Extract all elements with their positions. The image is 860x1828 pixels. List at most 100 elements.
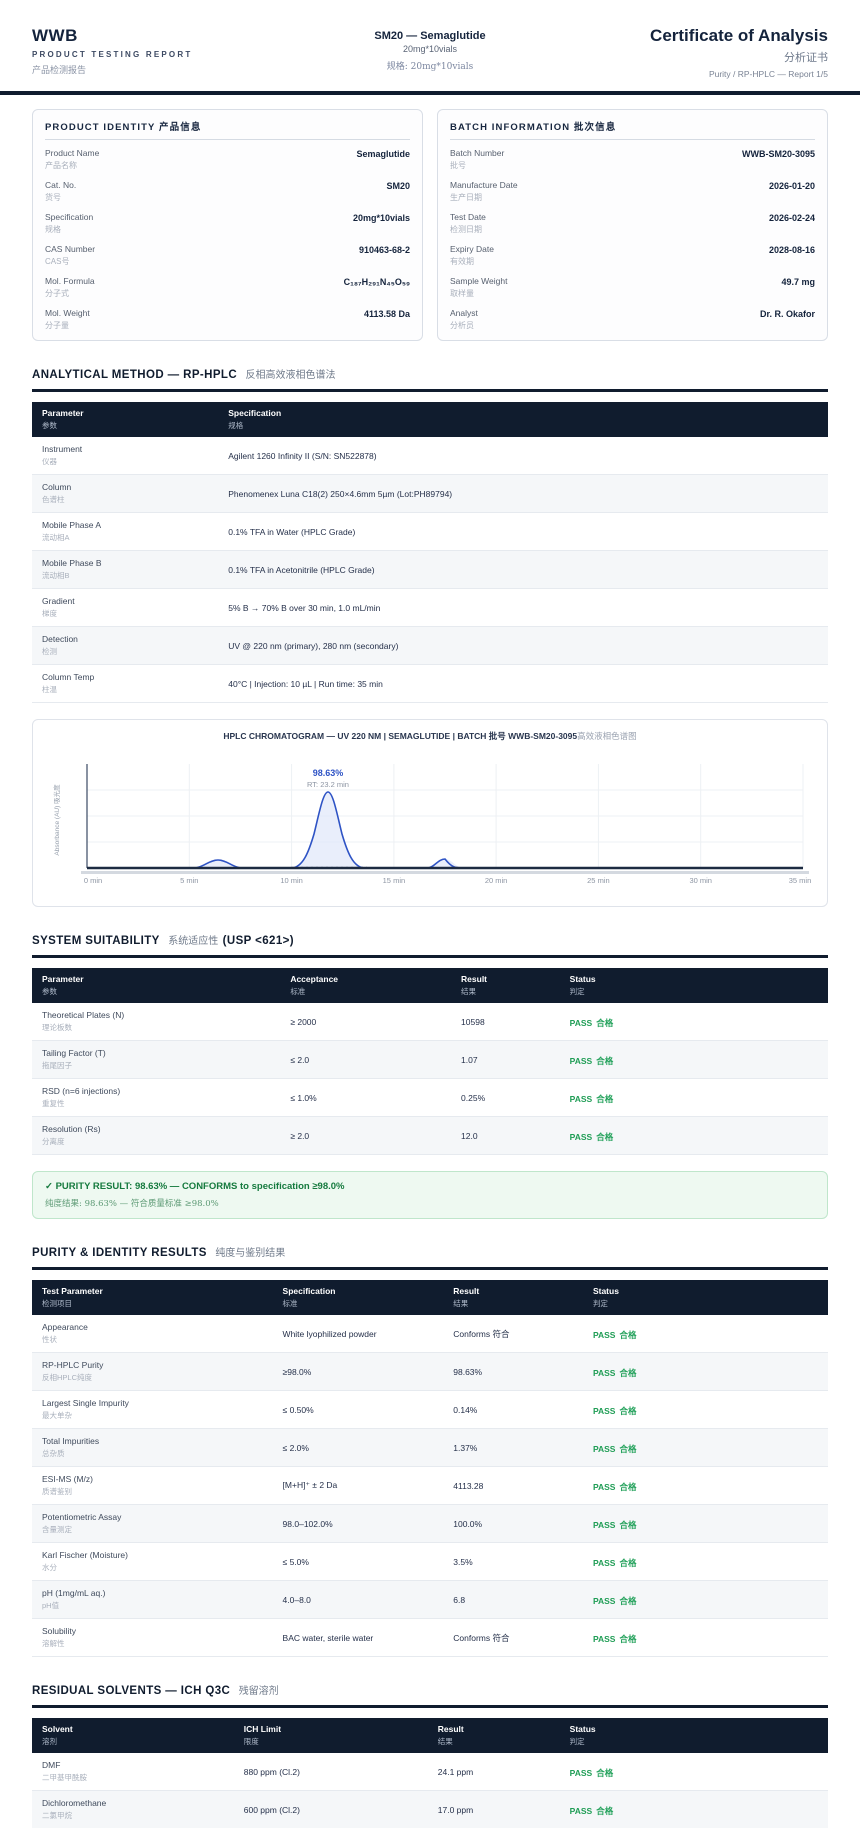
- cell-param: DMF: [42, 1760, 61, 1770]
- table-cell: 0.1% TFA in Water (HPLC Grade): [228, 527, 818, 537]
- section-rule: [32, 1267, 828, 1270]
- cell-label-cn: 规格: [45, 225, 61, 234]
- table-cell: PASS 合格: [570, 1127, 818, 1145]
- cell-status: PASS: [569, 1767, 593, 1778]
- table-cell: PASS 合格: [593, 1401, 818, 1419]
- cell-param: Theoretical Plates (N): [42, 1010, 125, 1020]
- table-cell: PASS 合格: [570, 1763, 818, 1781]
- table-cell: ≤ 0.50%: [283, 1405, 454, 1415]
- chromatogram-title-cn: 高效液相色谱图: [577, 731, 637, 741]
- cell-param: Karl Fischer (Moisture): [42, 1550, 128, 1560]
- table-row: Mobile Phase A 流动相A 0.1% TFA in Water (HPL…: [32, 513, 828, 551]
- purity-result-banner: ✓ PURITY RESULT: 98.63% — CONFORMS to sp…: [32, 1171, 828, 1219]
- table-cell: Batch Number 批号: [450, 148, 504, 171]
- table-row: CAS Number CAS号 910463-68-2: [45, 239, 410, 271]
- section-heading-cn: 纯度与鉴别结果: [215, 1248, 286, 1259]
- col-param: Test Parameter: [42, 1286, 103, 1296]
- col-result-cn: 结果: [453, 1299, 469, 1308]
- cell-label-cn: 货号: [45, 193, 61, 202]
- product-identity-list: Product Name 产品名称 Semaglutide Cat. No. 货号 SM2…: [45, 143, 410, 335]
- table-row: Manufacture Date 生产日期 2026-01-20: [450, 175, 815, 207]
- col-limit: ICH Limit: [243, 1724, 282, 1734]
- col-result: Result: [461, 974, 488, 984]
- table-row: Specification 规格 20mg*10vials: [45, 207, 410, 239]
- cell-spec: Phenomenex Luna C18(2) 250×4.6mm 5µm (Lo…: [228, 488, 453, 499]
- cell-param: Instrument: [42, 444, 83, 454]
- cell-value: 20mg*10vials: [352, 213, 410, 223]
- table-cell: 0.1% TFA in Acetonitrile (HPLC Grade): [228, 565, 818, 575]
- cell-value: 2026-02-24: [768, 213, 815, 223]
- box-title: BATCH INFORMATION 批次信息: [450, 119, 815, 140]
- cell-value: Dr. R. Okafor: [759, 309, 815, 319]
- table-cell: Gradient 梯度: [42, 596, 228, 619]
- cell-spec: 5% B → 70% B over 30 min, 1.0 mL/min: [228, 602, 381, 613]
- table-cell: 12.0: [461, 1131, 570, 1141]
- table-row: Gradient 梯度 5% B → 70% B over 30 min, 1.0 …: [32, 589, 828, 627]
- section-heading-cn: 残留溶剂: [238, 1686, 279, 1697]
- cell-label-cn: 取样量: [450, 289, 474, 298]
- table-row: Largest Single Impurity 最大单杂 ≤ 0.50% 0.14% P…: [32, 1391, 828, 1429]
- cell-result: 0.25%: [461, 1092, 486, 1103]
- column-header: Result 结果: [438, 1724, 570, 1747]
- table-cell: 17.0 ppm: [438, 1805, 570, 1815]
- cell-result: 98.63%: [453, 1366, 483, 1377]
- column-header: Solvent 溶剂: [42, 1724, 244, 1747]
- table-cell: Analyst 分析员: [450, 308, 478, 331]
- table-cell: PASS 合格: [593, 1591, 818, 1609]
- page-subtitle: Purity / RP-HPLC — Report 1/5: [708, 69, 828, 79]
- col-spec: Specification: [282, 1286, 336, 1296]
- table-cell: 1.07: [461, 1055, 570, 1065]
- table-cell: 98.63%: [453, 1367, 593, 1377]
- cell-param-cn: 仪器: [42, 457, 57, 466]
- column-header: Specification 规格: [228, 408, 818, 431]
- cell-spec: 0.1% TFA in Acetonitrile (HPLC Grade): [228, 564, 375, 575]
- table-row: pH (1mg/mL aq.) pH值 4.0–8.0 6.8 PASS 合格: [32, 1581, 828, 1619]
- table-cell: Specification 规格: [45, 212, 93, 235]
- cell-label: Mol. Formula: [45, 276, 95, 286]
- cell-spec: 4.0–8.0: [282, 1594, 311, 1605]
- cell-status-cn: 合格: [619, 1633, 637, 1644]
- section-rule: [32, 389, 828, 392]
- table-cell: ≤ 2.0: [290, 1055, 461, 1065]
- table-row: Total Impurities 总杂质 ≤ 2.0% 1.37% PASS 合格: [32, 1429, 828, 1467]
- table-cell: ≥ 2000: [290, 1017, 461, 1027]
- table-cell: Conforms 符合: [453, 1328, 593, 1340]
- chromatogram-panel: HPLC CHROMATOGRAM — UV 220 NM | SEMAGLUT…: [32, 719, 828, 907]
- table-row: Mol. Formula 分子式 C₁₈₇H₂₉₁N₄₅O₅₉: [45, 271, 410, 303]
- cell-param: Solubility: [42, 1626, 77, 1636]
- table-cell: Dichloromethane 二氯甲烷: [42, 1798, 244, 1821]
- table-cell: PASS 合格: [570, 1089, 818, 1107]
- col-result: Result: [453, 1286, 480, 1296]
- cell-param-cn: 色谱柱: [42, 495, 65, 504]
- table-cell: 100.0%: [453, 1519, 593, 1529]
- cell-param: Mobile Phase A: [42, 520, 102, 530]
- cell-acceptance: ≥ 2.0: [290, 1130, 310, 1141]
- table-cell: Potentiometric Assay 含量测定: [42, 1512, 283, 1535]
- cell-param-cn: 二甲基甲酰胺: [42, 1773, 87, 1782]
- table-row: Batch Number 批号 WWB-SM20-3095: [450, 143, 815, 175]
- cell-label: Sample Weight: [450, 276, 508, 286]
- cell-label-cn: 分子量: [45, 321, 69, 330]
- table-row: Instrument 仪器 Agilent 1260 Infinity II (S/…: [32, 437, 828, 475]
- batch-information-box: BATCH INFORMATION 批次信息 Batch Number 批号 WWB…: [437, 109, 828, 341]
- cell-param: Appearance: [42, 1322, 88, 1332]
- purity-table-header: Test Parameter 检测项目 Specification 标准 Res…: [32, 1280, 828, 1315]
- x-tick: 30 min: [689, 876, 712, 885]
- cell-result: 12.0: [461, 1130, 478, 1141]
- cell-param: Column Temp: [42, 672, 95, 682]
- cell-spec: White lyophilized powder: [282, 1328, 377, 1339]
- cell-status-cn: 合格: [619, 1443, 637, 1454]
- cell-label: Manufacture Date: [450, 180, 518, 190]
- cell-status: PASS: [592, 1519, 616, 1530]
- section-rule: [32, 1705, 828, 1708]
- cell-spec: 40°C | Injection: 10 µL | Run time: 35 m…: [228, 678, 383, 689]
- table-cell: PASS 合格: [593, 1325, 818, 1343]
- table-cell: PASS 合格: [570, 1801, 818, 1819]
- column-header: Parameter 参数: [42, 408, 228, 431]
- col-result-cn: 结果: [461, 987, 477, 996]
- table-cell: PASS 合格: [593, 1477, 818, 1495]
- chromatogram-trace: [87, 791, 803, 869]
- cell-result: 3.5%: [453, 1556, 473, 1567]
- x-tick: 25 min: [587, 876, 610, 885]
